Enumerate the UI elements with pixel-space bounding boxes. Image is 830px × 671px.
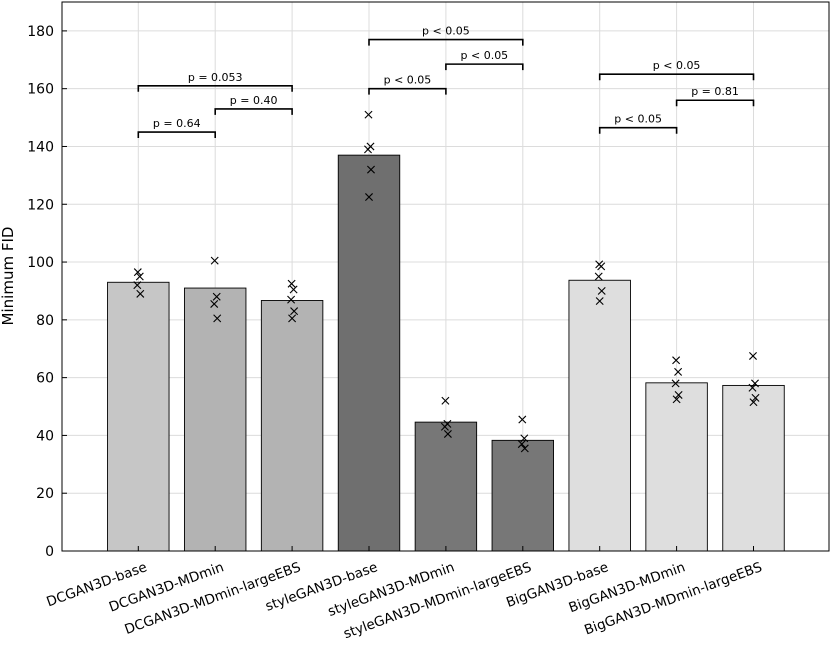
data-point-marker — [365, 193, 373, 202]
y-tick-label: 60 — [36, 371, 54, 387]
data-point-marker — [597, 286, 606, 295]
bar-DCGAN3D-MDmin-largeEBS — [260, 300, 324, 552]
data-point-marker — [289, 285, 298, 294]
significance-layer: p = 0.64 p = 0.40 p = 0.053 p < 0.05 p < 0.0… — [137, 25, 755, 139]
bar-BigGAN3D-MDmin — [645, 382, 708, 552]
data-point-marker — [443, 429, 452, 438]
p-value-label: p = 0.053 — [188, 71, 243, 84]
p-value-label: p = 0.40 — [230, 94, 278, 107]
significance-bracket — [214, 108, 293, 115]
p-value-label: p < 0.05 — [384, 74, 432, 87]
data-point-marker — [364, 145, 372, 154]
significance-bracket — [675, 99, 755, 107]
data-point-marker — [441, 396, 450, 405]
bar-styleGAN3D-MDmin-largeEBS — [491, 439, 554, 552]
marker-layer — [133, 110, 760, 453]
data-point-marker — [748, 383, 757, 392]
p-value-label: p = 0.81 — [691, 85, 739, 98]
y-tick-label: 0 — [45, 544, 54, 560]
significance-bracket — [137, 131, 216, 139]
plot-frame — [61, 1, 830, 552]
data-point-marker — [287, 279, 296, 288]
significance-bracket — [445, 63, 524, 71]
data-point-marker — [674, 390, 683, 399]
data-point-marker — [364, 110, 373, 119]
significance-bracket — [368, 38, 524, 46]
data-point-marker — [290, 307, 299, 316]
significance-bracket — [137, 84, 293, 92]
data-point-marker — [135, 272, 144, 281]
bar-layer — [107, 154, 785, 552]
bar-BigGAN3D-base — [568, 279, 631, 552]
bar-DCGAN3D-MDmin — [183, 287, 247, 552]
data-point-marker — [594, 272, 603, 281]
y-tick-label: 160 — [27, 82, 54, 98]
data-point-marker — [133, 268, 142, 277]
data-point-marker — [751, 393, 760, 402]
data-point-marker — [749, 398, 758, 407]
y-tick-label: 140 — [27, 139, 54, 155]
data-point-marker — [288, 314, 297, 323]
data-point-marker — [517, 440, 526, 449]
data-point-marker — [136, 289, 145, 298]
y-tick-label: 20 — [36, 486, 54, 502]
data-point-marker — [212, 292, 221, 301]
p-value-label: p = 0.64 — [153, 117, 201, 130]
data-point-marker — [210, 256, 219, 265]
y-tick-label: 180 — [27, 24, 54, 40]
significance-bracket — [598, 73, 755, 81]
data-point-marker — [671, 379, 680, 388]
p-value-label: p < 0.05 — [461, 49, 509, 62]
data-point-marker — [674, 367, 683, 376]
data-point-marker — [595, 297, 604, 306]
data-point-marker — [520, 444, 529, 453]
data-point-marker — [133, 281, 142, 290]
p-value-label: p < 0.05 — [614, 113, 662, 126]
y-tick-label: 40 — [36, 428, 54, 444]
data-point-marker — [518, 415, 527, 424]
data-point-marker — [367, 165, 375, 174]
data-point-marker — [210, 299, 219, 308]
p-value-label: p < 0.05 — [653, 59, 701, 72]
significance-bracket — [368, 87, 447, 95]
data-point-marker — [672, 356, 681, 365]
y-tick-label: 120 — [27, 197, 54, 213]
data-point-marker — [440, 422, 449, 431]
data-point-marker — [749, 351, 757, 360]
y-tick-label: 80 — [36, 313, 54, 329]
data-point-marker — [213, 314, 222, 323]
data-point-marker — [520, 434, 529, 443]
bar-styleGAN3D-base — [337, 154, 401, 552]
significance-bracket — [598, 126, 678, 134]
data-point-marker — [287, 295, 296, 304]
bar-styleGAN3D-MDmin — [414, 421, 478, 552]
data-point-marker — [597, 262, 606, 271]
data-point-marker — [672, 395, 681, 404]
y-tick-label: 100 — [27, 255, 54, 271]
y-axis-title: Minimum FID — [0, 227, 17, 326]
data-point-marker — [751, 379, 759, 388]
bar-DCGAN3D-base — [107, 281, 170, 552]
p-value-label: p < 0.05 — [422, 25, 470, 38]
bar-BigGAN3D-MDmin-largeEBS — [722, 384, 785, 552]
